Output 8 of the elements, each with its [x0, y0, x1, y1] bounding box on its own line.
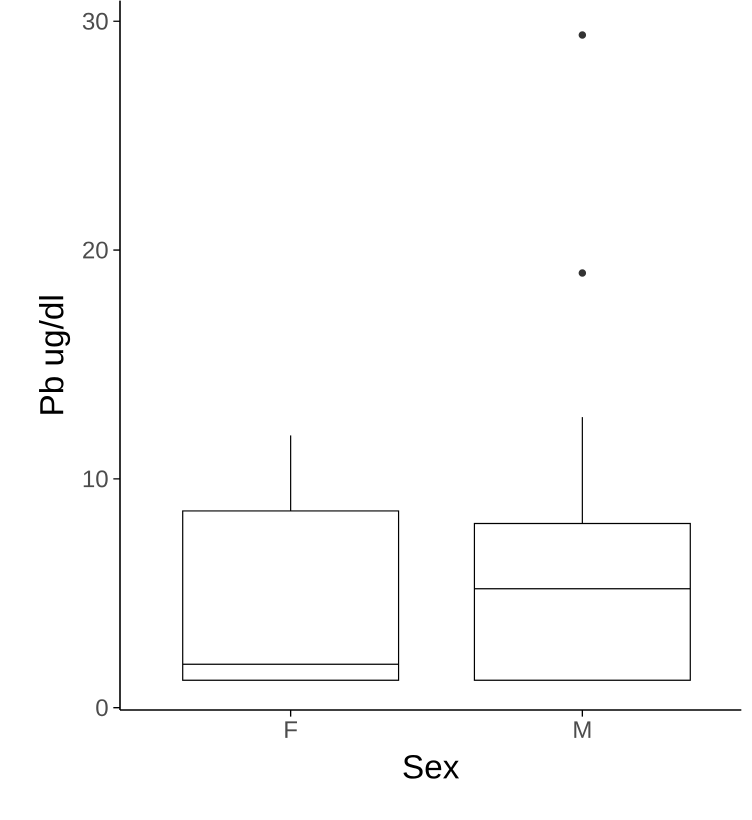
x-axis-title: Sex [403, 755, 460, 779]
x-tick-label: F [285, 721, 298, 738]
x-tick-label: M [574, 721, 590, 738]
y-tick-label: 20 [83, 242, 108, 259]
y-tick-label: 0 [96, 699, 108, 716]
y-tick-label: 10 [84, 470, 108, 488]
y-tick-label: 30 [82, 12, 108, 30]
y-axis-title: Pb ug/dl [39, 296, 70, 414]
